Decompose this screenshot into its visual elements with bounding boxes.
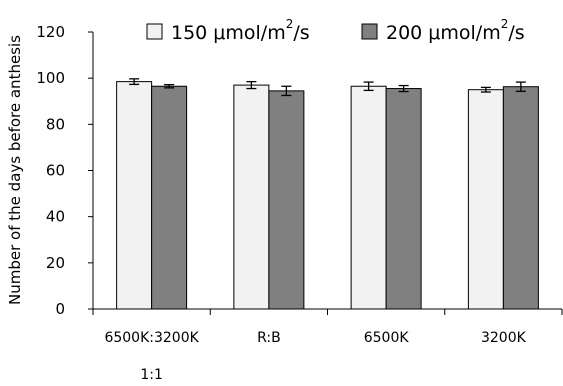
bar-series-2: [268, 90, 305, 310]
x-category-label: 6500K: [364, 330, 410, 346]
x-category-label: 3200K: [481, 330, 527, 346]
x-category-label: 6500K:3200K: [104, 330, 199, 346]
bar-series-2: [151, 85, 188, 310]
y-tick-label: 120: [36, 23, 65, 41]
bar-series-1: [116, 81, 153, 310]
x-category-label: 1:1: [140, 367, 163, 383]
bar-series: [116, 81, 539, 310]
error-bars: [129, 78, 526, 97]
y-tick-label: 80: [46, 115, 65, 133]
y-axis-label: Number of the days before anthesis: [6, 35, 24, 305]
legend-label: 150 μmol/m2/s: [171, 17, 310, 44]
bar-series-1: [350, 85, 387, 310]
y-tick-label: 100: [36, 69, 65, 87]
y-tick-label: 20: [46, 254, 65, 272]
bar-series-2: [502, 86, 539, 310]
legend-swatch: [146, 23, 163, 40]
y-tick-label: 0: [55, 300, 65, 318]
legend: 150 μmol/m2/s 200 μmol/m2/s: [146, 17, 525, 44]
bar-series-1: [467, 89, 504, 310]
y-tick-label: 40: [46, 208, 65, 226]
bar-series-1: [233, 84, 270, 310]
x-axis-category-labels: 6500K:3200K 1:1 R:B 6500K 3200K: [92, 309, 563, 383]
bar-series-2: [385, 88, 422, 310]
y-axis-ticks: 0 20 40 60 80 100 120: [36, 23, 93, 318]
y-tick-label: 60: [46, 162, 65, 180]
legend-label: 200 μmol/m2/s: [386, 17, 525, 44]
x-category-label: R:B: [257, 330, 281, 346]
legend-swatch: [361, 23, 378, 40]
